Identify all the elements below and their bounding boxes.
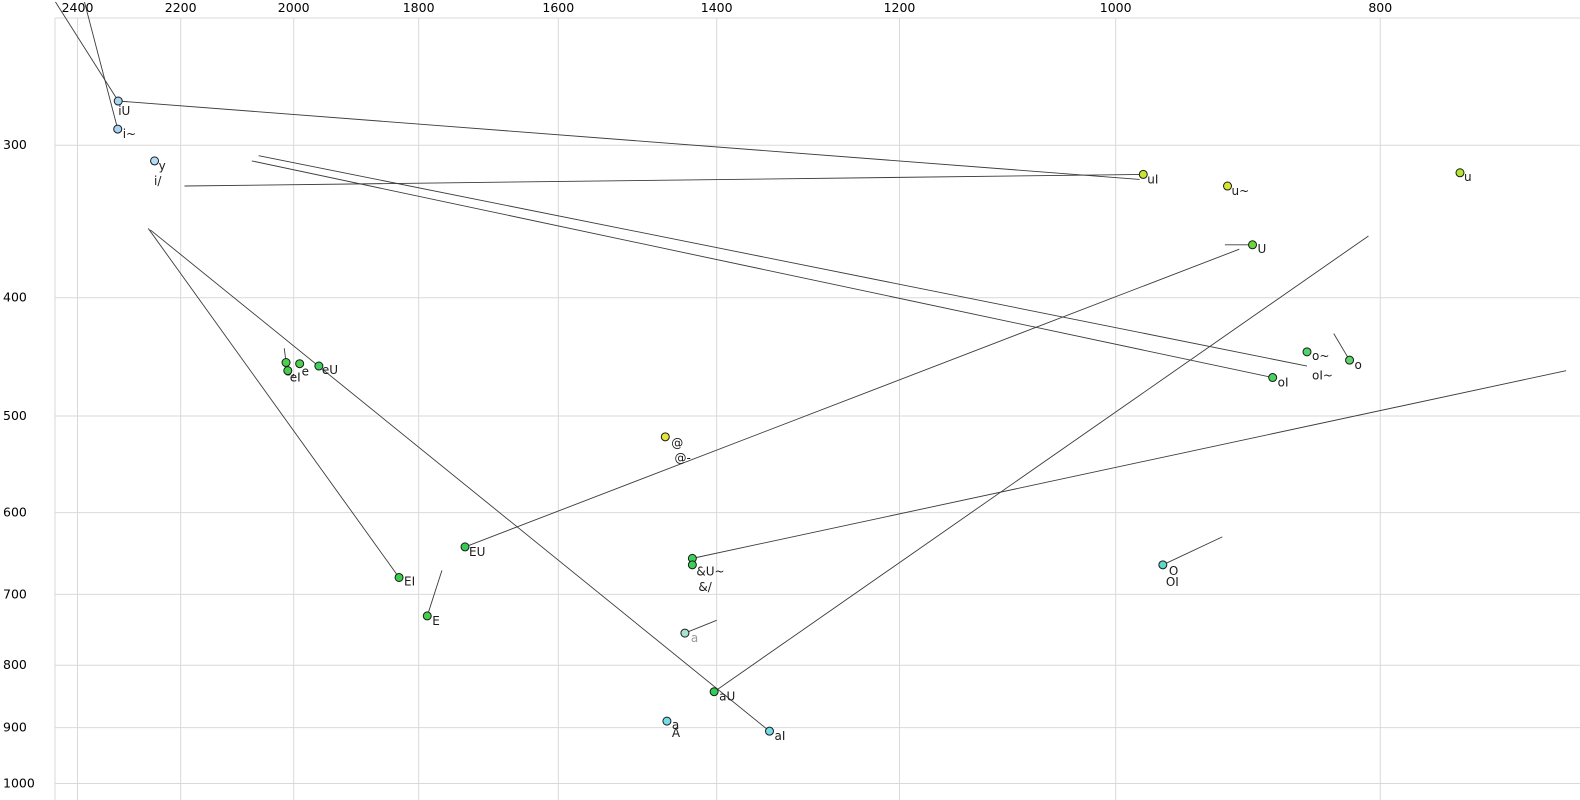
trajectory-line [150, 229, 770, 732]
point-label: eU [322, 363, 338, 377]
trajectory-line [55, 1, 119, 102]
point-label: O [1169, 564, 1178, 578]
data-point-oI[interactable] [1268, 373, 1278, 383]
x-tick-label: 1000 [1100, 0, 1132, 15]
point-label: eI [290, 371, 301, 385]
y-tick-label: 1000 [3, 776, 35, 791]
trajectory-line [426, 570, 443, 617]
y-tick-label: 600 [3, 505, 27, 520]
trajectory-line [84, 1, 119, 130]
data-point-uI[interactable] [1138, 169, 1148, 179]
point-label: @- [675, 451, 691, 465]
data-point-&/[interactable] [687, 560, 697, 570]
point-label: u~ [1232, 184, 1250, 198]
data-point-@[interactable] [660, 432, 670, 442]
data-point-u~[interactable] [1223, 181, 1233, 191]
point-label: a [691, 631, 698, 645]
point-label: u [1464, 170, 1472, 184]
point-label: oI~ [1312, 369, 1333, 383]
trajectory-line [184, 173, 1144, 187]
point-label: @ [671, 436, 683, 450]
point-label: &/ [698, 580, 712, 594]
data-point-eI[interactable] [283, 366, 293, 376]
point-label: aU [719, 690, 735, 704]
data-point-EI[interactable] [394, 572, 404, 582]
x-tick-label: 1400 [701, 0, 733, 15]
x-tick-label: 2200 [165, 0, 197, 15]
trajectory-line [1333, 333, 1350, 361]
y-tick-label: 400 [3, 290, 27, 305]
trajectory-line [684, 619, 717, 634]
point-label: &U~ [696, 564, 724, 578]
point-label: e [302, 365, 309, 379]
data-point-i~[interactable] [113, 124, 123, 134]
data-point-aI[interactable] [765, 726, 775, 736]
point-label: i/ [154, 174, 162, 188]
point-label: U [1258, 242, 1267, 256]
point-label: aI [775, 729, 786, 743]
data-point-e[interactable] [295, 359, 305, 369]
trajectory-line [147, 228, 400, 578]
data-point-eU[interactable] [314, 361, 324, 371]
data-point-o[interactable] [1345, 355, 1355, 365]
data-point-e,[interactable] [281, 358, 291, 368]
data-point-a[interactable] [662, 716, 672, 726]
point-label: OI [1166, 575, 1179, 589]
data-point-u[interactable] [1455, 168, 1465, 178]
data-point-aU[interactable] [709, 687, 719, 697]
point-label: uI [1147, 172, 1158, 186]
data-point-E[interactable] [422, 611, 432, 621]
data-point-y[interactable] [150, 156, 160, 166]
point-label: A [672, 726, 681, 740]
point-label: EI [404, 574, 415, 588]
trajectory-line [118, 100, 1140, 180]
trajectory-line [713, 235, 1369, 693]
point-label: a [672, 718, 679, 732]
y-tick-label: 300 [3, 137, 27, 152]
point-label: EU [469, 545, 485, 559]
data-point-a[interactable] [680, 628, 690, 638]
x-tick-label: 1600 [542, 0, 574, 15]
trajectory-line [258, 155, 1308, 367]
trajectory-line [464, 248, 1240, 548]
point-label: o [1355, 358, 1362, 372]
y-tick-label: 900 [3, 720, 27, 735]
data-point-O[interactable] [1158, 560, 1168, 570]
y-tick-label: 800 [3, 657, 27, 672]
y-tick-label: 700 [3, 586, 27, 601]
trajectory-line [692, 370, 1567, 559]
point-label: E [432, 614, 440, 628]
x-tick-label: 800 [1368, 0, 1392, 15]
point-label: i~ [123, 127, 136, 141]
x-tick-label: 1800 [403, 0, 435, 15]
trajectory-line [251, 160, 1273, 378]
point-label: o~ [1312, 349, 1329, 363]
point-label: y [159, 159, 166, 173]
point-label: oI [1278, 376, 1289, 390]
x-tick-label: 1200 [884, 0, 916, 15]
x-tick-label: 2000 [278, 0, 310, 15]
data-point-iU[interactable] [113, 96, 123, 106]
y-tick-label: 500 [3, 408, 27, 423]
data-point-U[interactable] [1248, 240, 1258, 250]
data-point-o~[interactable] [1302, 347, 1312, 357]
x-tick-label: 2400 [62, 0, 94, 15]
data-point-EU[interactable] [460, 542, 470, 552]
trajectory-line [1162, 536, 1223, 566]
point-label: iU [118, 104, 130, 118]
